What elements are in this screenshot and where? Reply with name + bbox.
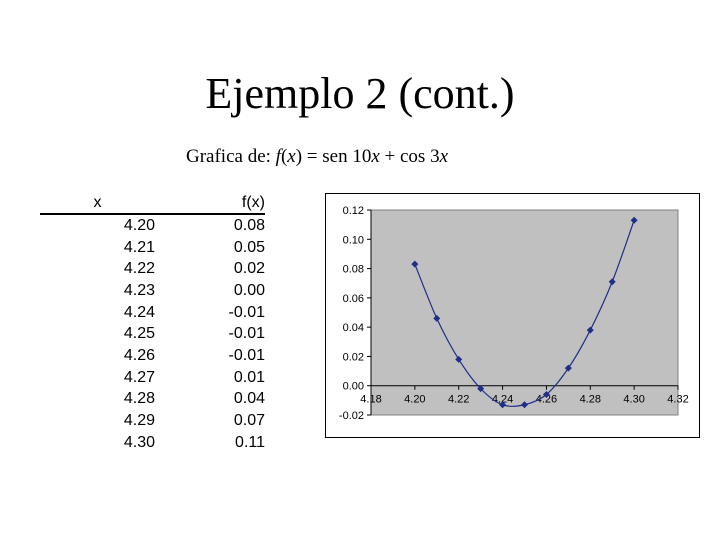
cell-fx: -0.01: [228, 346, 265, 364]
cell-x: 4.25: [123, 325, 155, 343]
cell-fx: 0.07: [233, 412, 265, 430]
table-row: 4.26 -0.01: [40, 345, 265, 367]
y-tick-label: 0.08: [343, 264, 364, 276]
subtitle-mid: ) = sen 10: [295, 146, 372, 167]
subtitle-x1: x: [287, 146, 296, 167]
subtitle-f: f: [275, 146, 281, 167]
header-x: x: [93, 194, 102, 211]
cell-fx: 0.05: [233, 238, 265, 256]
cell-x: 4.23: [123, 281, 155, 299]
data-point: [586, 326, 594, 334]
cell-fx: 0.02: [233, 260, 265, 278]
x-tick-label: 4.18: [360, 394, 381, 406]
subtitle-prefix: Grafica de:: [186, 146, 276, 167]
cell-x: 4.27: [123, 368, 155, 386]
table-row: 4.25 -0.01: [40, 323, 265, 345]
cell-x: 4.29: [123, 412, 155, 430]
subtitle-x3: x: [439, 146, 449, 167]
data-point: [542, 391, 550, 398]
cell-fx: 0.00: [233, 281, 265, 299]
cell-fx: 0.01: [233, 368, 265, 386]
chart: -0.02 0.00 0.02 0.04 0.06 0.08 0.10 0.12 4.18 4.2…: [325, 193, 700, 438]
data-point: [455, 355, 463, 363]
header-fx: f(x): [241, 194, 265, 211]
table-row: 4.21 0.05: [40, 237, 265, 259]
cell-fx: 0.08: [233, 216, 265, 234]
cell-x: 4.20: [123, 216, 155, 234]
data-point: [433, 314, 441, 322]
x-tick-label: 4.20: [404, 394, 425, 406]
cell-fx: 0.11: [235, 433, 265, 451]
y-tick-label: 0.12: [343, 205, 364, 217]
data-point: [564, 364, 572, 372]
y-tick-label: 0.04: [343, 322, 364, 334]
cell-fx: -0.01: [228, 303, 265, 321]
x-tick-label: 4.30: [623, 394, 644, 406]
cell-x: 4.26: [123, 346, 155, 364]
page-title: Ejemplo 2 (cont.): [205, 69, 515, 118]
y-tick-label: 0.06: [343, 293, 364, 305]
plot-area: [370, 209, 679, 416]
y-tick-label: 0.10: [343, 234, 364, 246]
cell-x: 4.30: [123, 433, 155, 451]
x-tick-label: 4.32: [667, 394, 688, 406]
cell-x: 4.21: [123, 238, 155, 256]
cell-fx: 0.04: [233, 390, 265, 408]
data-point: [477, 385, 485, 393]
cell-x: 4.28: [123, 390, 155, 408]
x-tick-label: 4.22: [448, 394, 469, 406]
table-header-row: x f(x): [40, 193, 265, 214]
data-table: x f(x) 4.20 0.08 4.21 0.05 4.22 0.02 4.23 0.00 4…: [40, 193, 265, 454]
table-row: 4.23 0.00: [40, 280, 265, 302]
table-row: 4.20 0.08: [40, 214, 265, 237]
chart-subtitle: Grafica de: f(x) = sen 10x + cos 3x: [186, 146, 448, 168]
table-row: 4.30 0.11: [40, 432, 265, 454]
table-row: 4.29 0.07: [40, 410, 265, 432]
table-row: 4.22 0.02: [40, 258, 265, 280]
table-row: 4.28 0.04: [40, 389, 265, 411]
data-point: [630, 216, 638, 224]
cell-x: 4.24: [123, 303, 155, 321]
subtitle-x2: x: [371, 146, 380, 167]
subtitle-paren: (: [280, 146, 288, 167]
table-row: 4.27 0.01: [40, 367, 265, 389]
table-row: 4.24 -0.01: [40, 302, 265, 324]
y-tick-label: -0.02: [339, 410, 364, 422]
y-tick-label: 0.00: [343, 381, 364, 393]
subtitle-plus: + cos 3: [379, 146, 440, 167]
x-tick-label: 4.26: [536, 394, 557, 406]
cell-fx: -0.01: [228, 325, 265, 343]
data-point: [499, 401, 507, 409]
data-point: [411, 260, 419, 268]
cell-x: 4.22: [123, 260, 155, 278]
y-tick-label: 0.02: [343, 351, 364, 363]
data-point: [521, 401, 528, 409]
x-tick-label: 4.28: [580, 394, 601, 406]
data-point: [608, 278, 616, 286]
